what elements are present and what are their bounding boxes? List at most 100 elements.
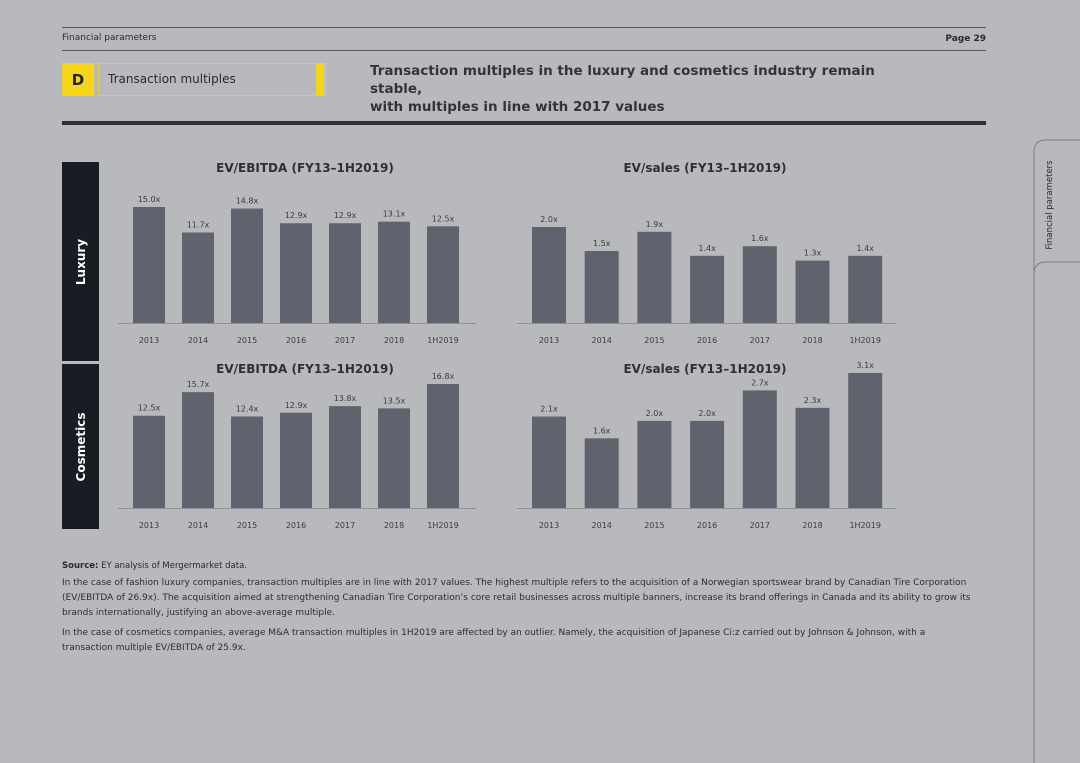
data-label: 1.3x <box>804 249 822 258</box>
bar-luxury-sales-2014 <box>584 251 619 323</box>
data-label: 2.0x <box>646 409 664 418</box>
tick-label: 2018 <box>802 521 822 530</box>
tick-label: 2017 <box>335 336 355 345</box>
tick-label: 2018 <box>384 336 404 345</box>
tick-label: 1H2019 <box>849 336 880 345</box>
bar-cosmetics-ebitda-2018 <box>378 408 410 508</box>
data-label: 13.5x <box>383 396 406 405</box>
data-label: 2.0x <box>698 409 716 418</box>
chart-title-luxury-sales: EV/sales (FY13–1H2019) <box>623 161 787 175</box>
data-label: 14.8x <box>236 197 259 206</box>
bar-luxury-sales-2015 <box>637 231 672 323</box>
bar-luxury-sales-2013 <box>532 227 566 323</box>
headline-line-2: with multiples in line with 2017 values <box>370 99 665 115</box>
tick-label: 2014 <box>592 521 612 530</box>
section-accent-bar <box>316 63 324 96</box>
source-note: Source: EY analysis of Mergermarket data… <box>62 561 247 571</box>
bar-luxury-sales-1H2019 <box>848 255 883 323</box>
tick-label: 2014 <box>188 521 208 530</box>
row-label-cosmetics: Cosmetics <box>62 364 99 529</box>
page-number: Page 29 <box>945 34 986 44</box>
data-label: 13.1x <box>383 210 406 219</box>
side-tab-outline <box>1033 139 1080 763</box>
bar-luxury-sales-2016 <box>690 255 725 323</box>
tick-label: 2017 <box>335 521 355 530</box>
chart-cosmetics-ebitda: 12.5x 2013 15.7x 2014 12.4x 2015 12.9x 2016 13.8… <box>118 372 476 530</box>
bar-cosmetics-ebitda-2014 <box>182 392 214 508</box>
bar-cosmetics-sales-2017 <box>742 390 777 508</box>
data-label: 1.6x <box>593 426 611 435</box>
page-headline: Transaction multiples in the luxury and … <box>370 62 930 116</box>
header-top-rule <box>62 27 986 28</box>
data-label: 12.4x <box>236 404 259 413</box>
tick-label: 2014 <box>188 336 208 345</box>
tick-label: 1H2019 <box>427 336 458 345</box>
data-label: 2.3x <box>804 396 822 405</box>
data-label: 1.5x <box>593 239 611 248</box>
data-label: 11.7x <box>187 221 210 230</box>
tick-label: 2016 <box>697 521 717 530</box>
tick-label: 2014 <box>592 336 612 345</box>
bar-cosmetics-ebitda-1H2019 <box>427 384 459 508</box>
bar-cosmetics-ebitda-2016 <box>280 412 312 508</box>
data-label: 1.4x <box>856 244 874 253</box>
tick-label: 2015 <box>644 336 664 345</box>
bar-cosmetics-sales-2016 <box>690 420 725 508</box>
paragraph-cosmetics: In the case of cosmetics companies, aver… <box>62 628 926 653</box>
chart-title-luxury-ebitda: EV/EBITDA (FY13–1H2019) <box>216 161 394 175</box>
data-label: 13.8x <box>334 394 357 403</box>
chart-luxury-sales: 2.0x 2013 1.5x 2014 1.9x 2015 1.4x 2016 1.6x 2017… <box>517 215 896 345</box>
tick-label: 1H2019 <box>849 521 880 530</box>
bar-luxury-ebitda-2018 <box>378 221 410 323</box>
tick-label: 2016 <box>697 336 717 345</box>
chart-title-cosmetics-ebitda: EV/EBITDA (FY13–1H2019) <box>216 362 394 376</box>
bar-cosmetics-ebitda-2013 <box>133 415 165 508</box>
data-label: 1.4x <box>698 244 716 253</box>
data-label: 12.5x <box>138 404 161 413</box>
bar-cosmetics-sales-2013 <box>532 416 566 508</box>
tick-label: 2018 <box>384 521 404 530</box>
data-label: 15.7x <box>187 380 210 389</box>
bar-cosmetics-sales-2015 <box>637 420 672 508</box>
tick-label: 2015 <box>237 336 257 345</box>
data-label: 12.9x <box>285 401 308 410</box>
tick-label: 2016 <box>286 521 306 530</box>
tick-label: 2013 <box>139 521 159 530</box>
source-text: EY analysis of Mergermarket data. <box>101 561 247 571</box>
headline-rule <box>62 121 986 125</box>
data-label: 1.9x <box>646 220 664 229</box>
bar-luxury-ebitda-2013 <box>133 207 165 323</box>
data-label: 15.0x <box>138 195 161 204</box>
paragraph-luxury: In the case of fashion luxury companies,… <box>62 578 971 618</box>
section-label-box <box>98 63 326 96</box>
bar-luxury-ebitda-2017 <box>329 223 361 323</box>
bar-cosmetics-ebitda-2017 <box>329 406 361 508</box>
bar-luxury-ebitda-2015 <box>231 208 263 323</box>
data-label: 12.9x <box>334 211 357 220</box>
tick-label: 1H2019 <box>427 521 458 530</box>
bar-cosmetics-sales-2018 <box>795 407 830 508</box>
bar-luxury-ebitda-2014 <box>182 232 214 323</box>
chart-title-cosmetics-sales: EV/sales (FY13–1H2019) <box>623 362 787 376</box>
chart-luxury-ebitda: 15.0x 2013 11.7x 2014 14.8x 2015 12.9x 2016 12.9… <box>118 195 476 345</box>
bar-cosmetics-ebitda-2015 <box>231 416 263 508</box>
bar-luxury-sales-2017 <box>742 246 777 323</box>
tick-label: 2017 <box>750 521 770 530</box>
tick-label: 2018 <box>802 336 822 345</box>
tick-label: 2015 <box>237 521 257 530</box>
tick-label: 2016 <box>286 336 306 345</box>
source-label: Source: <box>62 561 99 571</box>
bar-luxury-ebitda-1H2019 <box>427 226 459 323</box>
section-label: Transaction multiples <box>108 72 236 86</box>
chart-cosmetics-sales: 2.1x 2013 1.6x 2014 2.0x 2015 2.0x 2016 2.7x 2017… <box>517 361 896 530</box>
header-bottom-rule <box>62 50 986 51</box>
section-letter-badge: D <box>62 63 94 96</box>
data-label: 2.7x <box>751 378 769 387</box>
bar-cosmetics-sales-2014 <box>584 438 619 508</box>
tick-label: 2017 <box>750 336 770 345</box>
tick-label: 2013 <box>139 336 159 345</box>
bar-cosmetics-sales-1H2019 <box>848 373 883 508</box>
tick-label: 2013 <box>539 521 559 530</box>
side-tab-financial-parameters[interactable]: Financial parameters <box>1045 160 1055 250</box>
data-label: 12.9x <box>285 211 308 220</box>
